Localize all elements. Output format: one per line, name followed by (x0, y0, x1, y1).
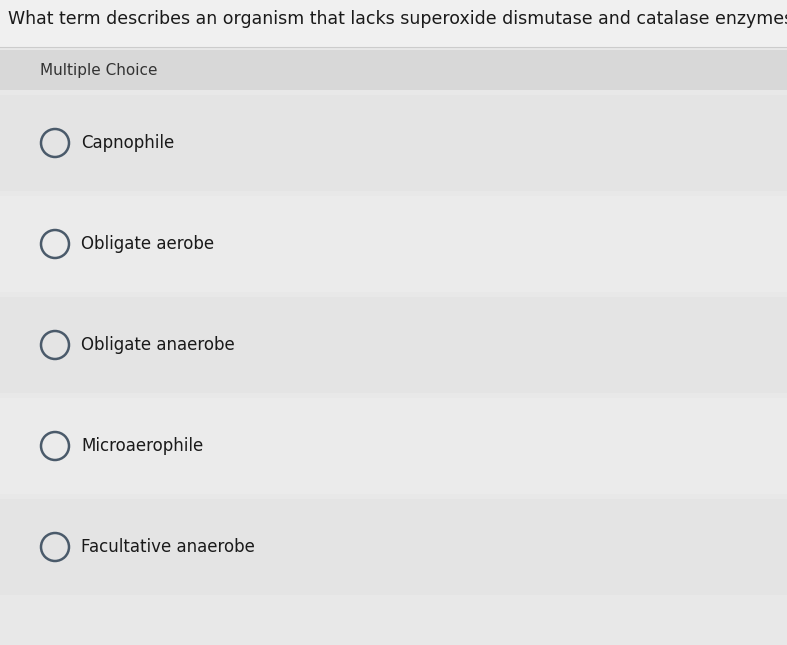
Text: Obligate anaerobe: Obligate anaerobe (81, 336, 235, 354)
Text: Microaerophile: Microaerophile (81, 437, 203, 455)
FancyBboxPatch shape (0, 50, 787, 90)
FancyBboxPatch shape (0, 398, 787, 494)
FancyBboxPatch shape (0, 196, 787, 292)
FancyBboxPatch shape (0, 47, 787, 645)
Text: Capnophile: Capnophile (81, 134, 174, 152)
Text: Obligate aerobe: Obligate aerobe (81, 235, 214, 253)
FancyBboxPatch shape (0, 297, 787, 393)
FancyBboxPatch shape (0, 95, 787, 191)
Text: Facultative anaerobe: Facultative anaerobe (81, 538, 255, 556)
FancyBboxPatch shape (0, 0, 787, 47)
Text: What term describes an organism that lacks superoxide dismutase and catalase enz: What term describes an organism that lac… (8, 10, 787, 28)
FancyBboxPatch shape (0, 499, 787, 595)
Text: Multiple Choice: Multiple Choice (40, 63, 157, 77)
